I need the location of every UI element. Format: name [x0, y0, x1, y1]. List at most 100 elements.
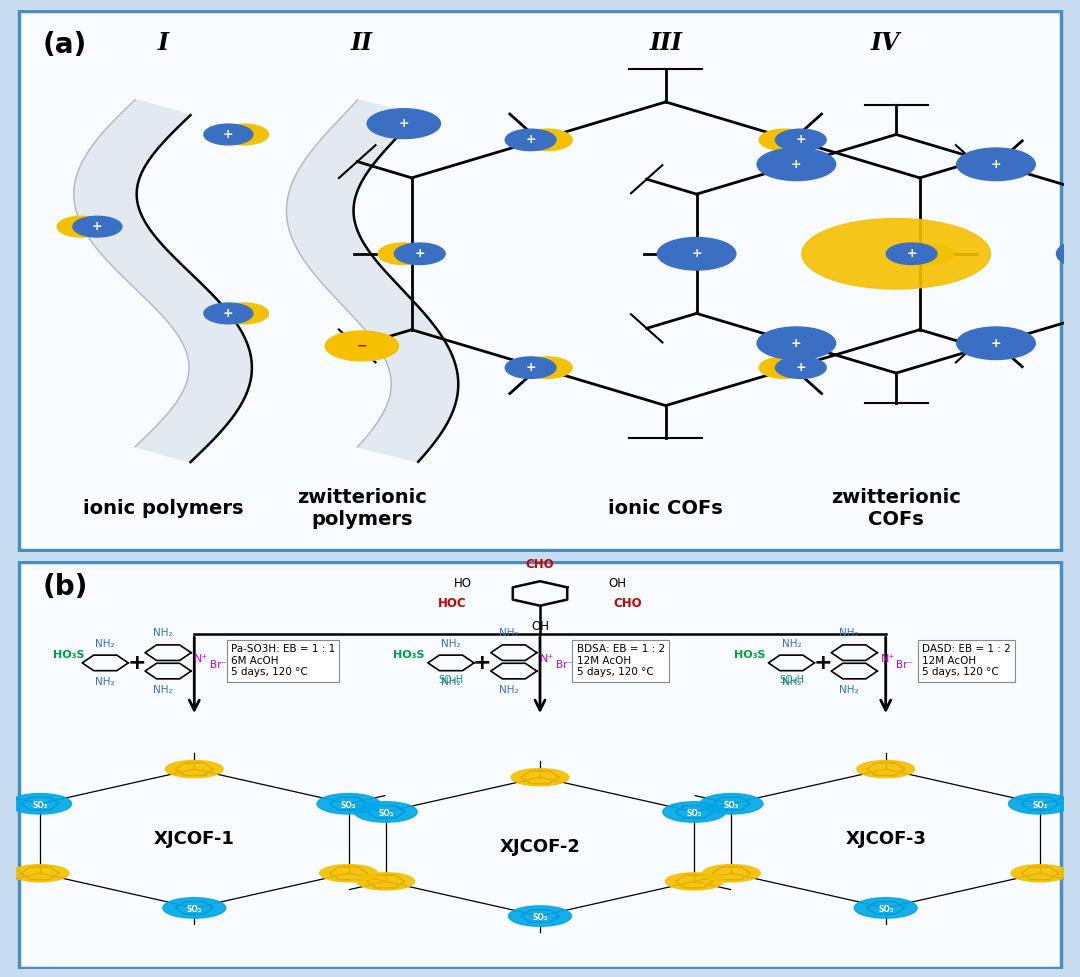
Text: XJCOF-2: XJCOF-2 [500, 837, 580, 856]
Ellipse shape [354, 802, 417, 823]
Ellipse shape [505, 357, 556, 378]
Ellipse shape [219, 303, 269, 323]
Ellipse shape [11, 865, 69, 882]
Text: −: − [356, 339, 367, 353]
Polygon shape [73, 100, 252, 462]
Text: SO₂H: SO₂H [779, 675, 804, 685]
Text: +: + [92, 220, 103, 234]
Text: −: − [780, 361, 789, 374]
Text: HOC: HOC [438, 597, 467, 611]
Ellipse shape [165, 760, 224, 778]
Polygon shape [286, 100, 458, 462]
Ellipse shape [957, 149, 1036, 181]
Ellipse shape [511, 769, 569, 786]
Text: (b): (b) [42, 573, 87, 601]
Text: +: + [415, 247, 426, 260]
Text: XJCOF-1: XJCOF-1 [153, 829, 234, 847]
Text: NH₂: NH₂ [499, 628, 518, 638]
Ellipse shape [57, 216, 106, 237]
Text: +: + [796, 361, 806, 374]
Text: NH₂: NH₂ [839, 628, 859, 638]
Ellipse shape [72, 216, 122, 237]
Text: SO₃: SO₃ [878, 905, 893, 913]
Text: +: + [224, 128, 233, 141]
Ellipse shape [522, 357, 572, 378]
Text: II: II [351, 31, 373, 56]
Text: +: + [525, 361, 536, 374]
Text: ionic COFs: ionic COFs [608, 499, 724, 518]
Ellipse shape [887, 243, 937, 265]
Ellipse shape [854, 898, 917, 918]
Ellipse shape [204, 303, 253, 323]
Ellipse shape [775, 357, 826, 378]
Text: SO₃H: SO₃H [438, 675, 463, 685]
Text: zwitterionic
polymers: zwitterionic polymers [297, 488, 427, 530]
Ellipse shape [9, 793, 71, 814]
Text: Br⁻: Br⁻ [210, 659, 227, 670]
FancyBboxPatch shape [19, 12, 1061, 550]
Ellipse shape [757, 327, 836, 360]
Text: NH₂: NH₂ [441, 639, 461, 649]
Ellipse shape [320, 865, 377, 882]
Ellipse shape [903, 243, 954, 265]
Ellipse shape [163, 898, 226, 918]
Text: NH₂: NH₂ [95, 677, 116, 687]
Text: zwitterionic
COFs: zwitterionic COFs [832, 488, 961, 530]
Text: HO₃S: HO₃S [53, 650, 84, 659]
Text: OH: OH [531, 620, 549, 633]
Text: I: I [158, 31, 168, 56]
Ellipse shape [325, 331, 399, 361]
Ellipse shape [703, 865, 760, 882]
Text: CHO: CHO [613, 597, 642, 611]
Ellipse shape [394, 243, 445, 265]
Text: +: + [990, 158, 1001, 171]
Text: DASD: EB = 1 : 2
12M AcOH
5 days, 120 °C: DASD: EB = 1 : 2 12M AcOH 5 days, 120 °C [922, 644, 1011, 677]
Text: HO₃S: HO₃S [733, 650, 766, 659]
Text: III: III [649, 31, 683, 56]
Text: SO₃: SO₃ [187, 905, 202, 913]
Ellipse shape [663, 802, 726, 823]
Text: OH: OH [608, 576, 626, 590]
Text: NH₂: NH₂ [95, 639, 116, 649]
Text: NH₂: NH₂ [782, 639, 801, 649]
FancyBboxPatch shape [19, 562, 1061, 968]
Text: −: − [922, 247, 933, 260]
Ellipse shape [759, 129, 810, 150]
Ellipse shape [801, 219, 990, 289]
Text: −: − [239, 307, 249, 319]
Text: NH₂: NH₂ [153, 685, 173, 696]
Text: +: + [813, 653, 833, 673]
Text: −: − [399, 247, 409, 260]
Ellipse shape [522, 129, 572, 150]
Text: +: + [906, 247, 917, 260]
Ellipse shape [378, 243, 429, 265]
Ellipse shape [775, 129, 826, 150]
Ellipse shape [658, 237, 735, 270]
Ellipse shape [509, 906, 571, 926]
Text: NH₂: NH₂ [782, 677, 801, 687]
Ellipse shape [357, 872, 415, 890]
Text: SO₃: SO₃ [724, 800, 739, 810]
Text: NH₂: NH₂ [839, 685, 859, 696]
Text: +: + [525, 134, 536, 147]
Text: −: − [780, 134, 789, 147]
Text: SO₃: SO₃ [687, 809, 702, 818]
Ellipse shape [1011, 865, 1069, 882]
Text: +: + [224, 307, 233, 319]
Ellipse shape [318, 793, 380, 814]
Text: IV: IV [872, 31, 901, 56]
Text: +: + [791, 337, 801, 350]
Text: −: − [541, 361, 552, 374]
Text: N⁺: N⁺ [194, 654, 208, 663]
Ellipse shape [700, 793, 762, 814]
Text: N⁺: N⁺ [540, 654, 554, 663]
Ellipse shape [219, 124, 269, 145]
Text: SO₃: SO₃ [341, 800, 356, 810]
Text: +: + [990, 337, 1001, 350]
Text: N⁺: N⁺ [880, 654, 894, 663]
Text: HO₃S: HO₃S [393, 650, 424, 659]
Text: SO₃: SO₃ [32, 800, 48, 810]
Text: SO₃: SO₃ [532, 913, 548, 922]
Ellipse shape [1056, 237, 1080, 270]
Ellipse shape [757, 149, 836, 181]
